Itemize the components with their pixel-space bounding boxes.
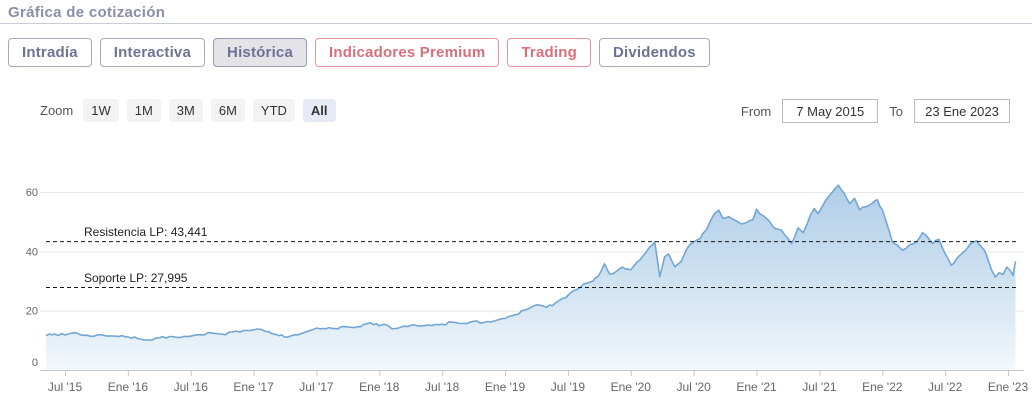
x-axis-label: Ene '18: [359, 380, 400, 394]
y-axis-label: 0: [32, 357, 38, 369]
y-axis-label: 60: [26, 187, 38, 199]
x-axis-label: Ene '19: [485, 380, 526, 394]
x-axis-label: Ene '16: [108, 380, 149, 394]
tab-trading[interactable]: Trading: [507, 38, 591, 67]
from-label: From: [740, 103, 772, 119]
from-date-input[interactable]: [782, 99, 879, 123]
x-axis-label: Ene '23: [988, 380, 1029, 394]
y-axis-label: 40: [26, 246, 38, 258]
tab-historica[interactable]: Histórica: [213, 38, 308, 67]
x-axis-label: Jul '16: [174, 380, 209, 394]
tab-dividendos[interactable]: Dividendos: [598, 38, 710, 67]
resistance-label: Resistencia LP: 43,441: [84, 225, 208, 239]
x-axis-label: Jul '22: [928, 380, 963, 394]
x-axis-label: Ene '17: [233, 380, 274, 394]
tab-indicadores-premium[interactable]: Indicadores Premium: [315, 38, 500, 67]
page-title: Gráfica de cotización: [8, 4, 166, 21]
support-label: Soporte LP: 27,995: [84, 271, 188, 285]
zoom-label: Zoom: [40, 103, 74, 118]
x-axis-label: Jul '21: [802, 380, 837, 394]
x-axis-label: Jul '18: [425, 380, 460, 394]
x-axis: Jul '15 Ene '16 Jul '16 Ene '17 Jul '17 Ene '…: [40, 370, 1028, 394]
zoom-button-6m[interactable]: 6M: [210, 99, 245, 122]
to-date-input[interactable]: [914, 99, 1010, 123]
area-series: [45, 184, 1017, 370]
zoom-button-1w[interactable]: 1W: [83, 99, 119, 122]
tab-bar: Intradía Interactiva Histórica Indicadores …: [8, 38, 710, 67]
chart-svg[interactable]: 0 20 40 60 Resistencia LP: 43,441 Soporte L…: [0, 140, 1032, 409]
x-axis-label: Ene '22: [862, 380, 903, 394]
x-axis-label: Jul '17: [299, 380, 334, 394]
to-label: To: [889, 103, 903, 119]
zoom-controls: Zoom 1W 1M 3M 6M YTD All: [40, 99, 336, 122]
area-fill: [46, 185, 1016, 370]
zoom-button-1m[interactable]: 1M: [126, 99, 161, 122]
title-divider: [0, 23, 1032, 24]
x-axis-label: Ene '20: [611, 380, 652, 394]
y-axis-label: 20: [26, 306, 38, 318]
x-axis-label: Jul '15: [48, 380, 83, 394]
tab-intradia[interactable]: Intradía: [8, 38, 92, 67]
annotation-lines: [46, 241, 1018, 288]
x-axis-label: Ene '21: [736, 380, 777, 394]
price-chart[interactable]: 0 20 40 60 Resistencia LP: 43,441 Soporte L…: [0, 140, 1032, 409]
tab-interactiva[interactable]: Interactiva: [99, 38, 206, 67]
line-series: [45, 184, 1017, 341]
zoom-button-all[interactable]: All: [302, 99, 336, 122]
x-axis-label: Jul '20: [677, 380, 712, 394]
x-axis-label: Jul '19: [551, 380, 586, 394]
zoom-button-3m[interactable]: 3M: [168, 99, 203, 122]
zoom-button-ytd[interactable]: YTD: [252, 99, 295, 122]
date-range: From To: [741, 99, 1010, 123]
